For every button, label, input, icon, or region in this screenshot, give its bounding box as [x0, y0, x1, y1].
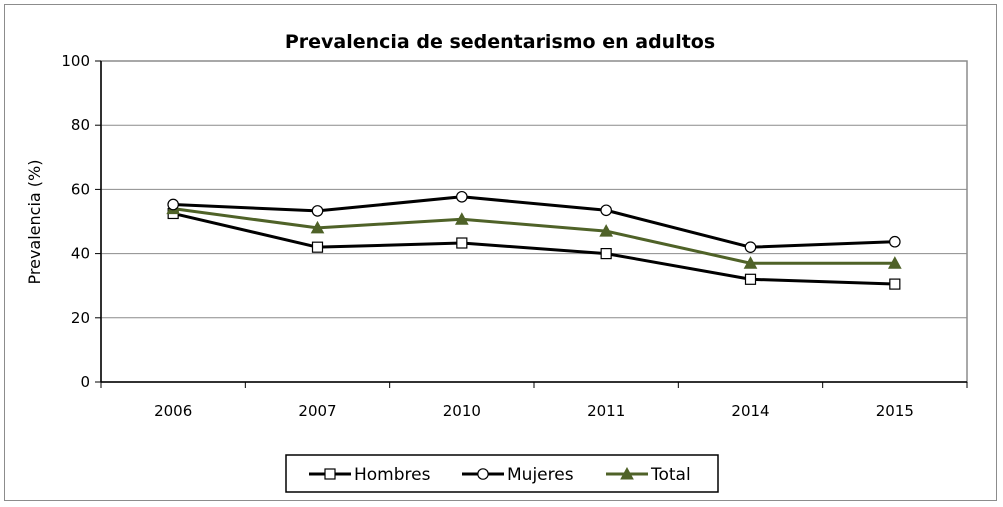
legend-item-total: Total	[606, 465, 691, 485]
x-tick-label: 2006	[154, 402, 192, 420]
y-tick-label: 20	[71, 309, 90, 327]
data-point	[600, 248, 612, 260]
grid-lines	[101, 124, 967, 319]
series-hombres	[167, 207, 901, 290]
legend-marker	[620, 466, 634, 480]
series-total	[166, 201, 902, 269]
data-point	[456, 190, 468, 203]
chart-frame	[4, 4, 997, 501]
y-tick-label: 100	[61, 52, 90, 70]
data-point	[744, 241, 757, 253]
data-point	[599, 224, 614, 237]
series-line	[172, 207, 895, 265]
legend-label: Hombres	[354, 465, 431, 485]
chart-title: Prevalencia de sedentarismo en adultos	[285, 31, 715, 53]
data-point	[887, 256, 902, 269]
y-axis-ticks: 0 20 40 60 80 100	[61, 52, 102, 391]
series-group	[166, 190, 902, 290]
plot-area	[100, 60, 968, 383]
data-point	[310, 220, 325, 234]
data-point	[889, 235, 901, 248]
data-point	[311, 205, 324, 217]
y-axis-label: Prevalencia (%)	[25, 160, 44, 285]
data-point	[454, 212, 469, 225]
legend-item-mujeres: Mujeres	[462, 465, 574, 485]
series-line	[173, 195, 895, 249]
legend-marker	[477, 468, 489, 480]
legend-label: Total	[650, 465, 691, 485]
data-point	[743, 256, 758, 269]
legend-marker	[324, 468, 336, 480]
legend: Hombres Mujeres Total	[285, 454, 719, 493]
series-line	[172, 212, 895, 286]
x-axis-ticks: 2006 2007 2010 2011 2014 2015	[100, 381, 968, 420]
data-point	[167, 198, 179, 211]
series-mujeres	[167, 190, 901, 253]
y-tick-label: 60	[71, 180, 90, 198]
data-point	[744, 273, 757, 285]
data-point	[456, 237, 468, 249]
x-tick-label: 2010	[443, 402, 481, 420]
data-point	[889, 278, 901, 290]
x-tick-label: 2011	[587, 402, 625, 420]
legend-item-hombres: Hombres	[309, 465, 431, 485]
y-tick-label: 80	[71, 116, 90, 134]
x-tick-label: 2015	[876, 402, 914, 420]
legend-label: Mujeres	[507, 465, 574, 485]
y-tick-label: 0	[80, 373, 90, 391]
x-tick-label: 2007	[298, 402, 336, 420]
data-point	[311, 241, 324, 253]
x-tick-label: 2014	[731, 402, 769, 420]
y-tick-label: 40	[71, 245, 90, 263]
data-point	[600, 204, 612, 217]
